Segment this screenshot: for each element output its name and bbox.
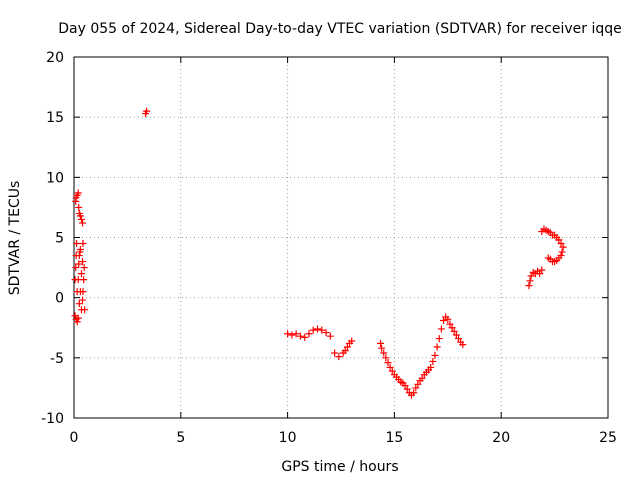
data-point [558, 248, 566, 256]
x-tick-label: 5 [176, 430, 185, 446]
data-point [335, 353, 343, 361]
data-point [525, 282, 533, 290]
x-tick-label: 20 [492, 430, 510, 446]
data-point [80, 264, 88, 272]
x-ticks: 0 5 10 15 20 25 [70, 57, 617, 446]
data-point [555, 236, 563, 244]
data-point [526, 277, 534, 285]
data-point [418, 374, 426, 382]
data-point [377, 339, 385, 347]
data-point [454, 335, 462, 343]
data-point [429, 357, 437, 365]
data-point [446, 320, 454, 328]
data-point [444, 315, 452, 323]
data-point [79, 240, 87, 248]
data-point [401, 382, 409, 390]
data-point [378, 344, 386, 352]
data-point [348, 337, 356, 345]
x-tick-label: 0 [70, 430, 79, 446]
data-point [74, 314, 82, 322]
data-point [79, 288, 87, 296]
data-point [414, 380, 422, 388]
y-tick-label: -10 [41, 411, 64, 427]
y-tick-label: 5 [55, 231, 64, 247]
data-point [341, 347, 349, 355]
y-tick-label: 10 [46, 170, 64, 186]
data-point [326, 332, 334, 340]
y-tick-label: 15 [46, 110, 64, 126]
chart-title: Day 055 of 2024, Sidereal Day-to-day VTE… [58, 21, 622, 37]
data-point [74, 189, 82, 197]
data-point [77, 215, 85, 223]
x-tick-label: 25 [599, 430, 617, 446]
data-point [79, 219, 87, 227]
data-point [559, 243, 567, 251]
y-ticks: -10 -5 0 5 10 15 20 [41, 50, 608, 427]
data-point [72, 264, 80, 272]
data-point [459, 341, 467, 349]
data-point [79, 258, 87, 266]
data-points [71, 107, 567, 399]
data-point [403, 385, 411, 393]
data-point [331, 349, 339, 357]
data-point [435, 335, 443, 343]
data-point [384, 359, 392, 367]
data-point [433, 343, 441, 351]
data-point [75, 300, 83, 308]
grid-lines [74, 57, 608, 418]
data-point [80, 276, 88, 284]
data-point [380, 349, 388, 357]
data-point [382, 354, 390, 362]
data-point [538, 266, 546, 274]
data-point [386, 363, 394, 371]
data-point [314, 325, 322, 333]
data-point [388, 367, 396, 375]
data-point [75, 260, 83, 268]
data-point [288, 331, 296, 339]
data-point [305, 330, 313, 338]
data-point [292, 330, 300, 338]
data-point [75, 203, 83, 211]
data-point [296, 332, 304, 340]
y-tick-label: 0 [55, 291, 64, 307]
data-point [536, 270, 544, 278]
data-point [75, 252, 83, 260]
data-point [452, 331, 460, 339]
data-point [309, 326, 317, 334]
data-point [79, 296, 87, 304]
data-point [143, 107, 151, 115]
y-tick-label: 20 [46, 50, 64, 66]
data-point [437, 325, 445, 333]
data-point [427, 363, 435, 371]
data-point [77, 270, 85, 278]
data-point [431, 351, 439, 359]
data-point [73, 240, 81, 248]
y-tick-label: -5 [50, 351, 64, 367]
data-point [343, 343, 351, 351]
data-point [76, 246, 84, 254]
y-axis-label: SDTVAR / TECUs [7, 181, 23, 296]
x-axis-label: GPS time / hours [281, 459, 398, 475]
data-point [527, 272, 535, 280]
data-point [76, 212, 84, 220]
data-point [322, 329, 330, 337]
x-tick-label: 10 [279, 430, 297, 446]
data-point [412, 384, 420, 392]
data-point [81, 306, 89, 314]
data-point [284, 330, 292, 338]
data-point [73, 318, 81, 326]
data-point [557, 240, 565, 248]
data-point [544, 254, 552, 262]
data-point [450, 327, 458, 335]
data-point [440, 317, 448, 325]
data-point [318, 326, 326, 334]
x-tick-label: 15 [385, 430, 403, 446]
data-point [410, 389, 418, 397]
data-point [448, 324, 456, 332]
data-point [301, 333, 309, 341]
